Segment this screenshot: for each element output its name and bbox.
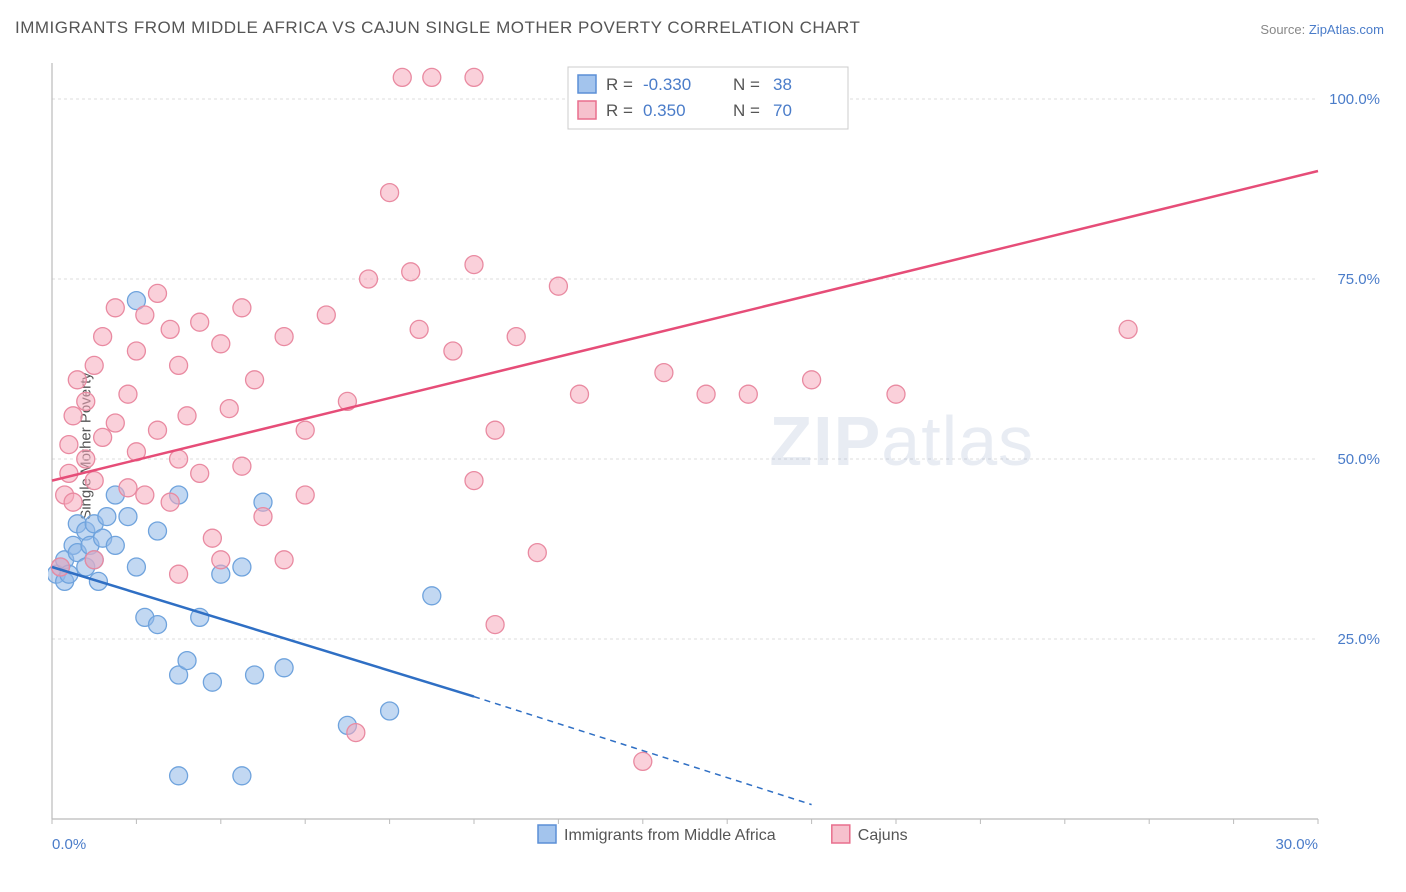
- source-label: Source:: [1260, 22, 1305, 37]
- chart-area: 25.0% 50.0% 75.0% 100.0% 0.0% 30.0% R = -0.330 N…: [48, 55, 1388, 855]
- svg-text:50.0%: 50.0%: [1337, 451, 1380, 468]
- svg-text:100.0%: 100.0%: [1329, 91, 1380, 108]
- scatter-chart: 25.0% 50.0% 75.0% 100.0% 0.0% 30.0% R = -0.330 N…: [48, 55, 1388, 855]
- svg-text:25.0%: 25.0%: [1337, 631, 1380, 648]
- chart-title: IMMIGRANTS FROM MIDDLE AFRICA VS CAJUN S…: [15, 18, 860, 38]
- svg-text:N =: N =: [733, 101, 760, 120]
- svg-text:N =: N =: [733, 75, 760, 94]
- svg-text:0.350: 0.350: [643, 101, 686, 120]
- source-attribution: Source: ZipAtlas.com: [1260, 22, 1384, 37]
- svg-text:-0.330: -0.330: [643, 75, 691, 94]
- svg-text:Immigrants from Middle Africa: Immigrants from Middle Africa: [564, 827, 776, 844]
- svg-text:70: 70: [773, 101, 792, 120]
- svg-text:Cajuns: Cajuns: [858, 827, 908, 844]
- svg-text:38: 38: [773, 75, 792, 94]
- source-link[interactable]: ZipAtlas.com: [1309, 22, 1384, 37]
- svg-text:30.0%: 30.0%: [1275, 836, 1318, 853]
- svg-text:R =: R =: [606, 75, 633, 94]
- svg-text:0.0%: 0.0%: [52, 836, 86, 853]
- svg-text:R =: R =: [606, 101, 633, 120]
- svg-text:75.0%: 75.0%: [1337, 271, 1380, 288]
